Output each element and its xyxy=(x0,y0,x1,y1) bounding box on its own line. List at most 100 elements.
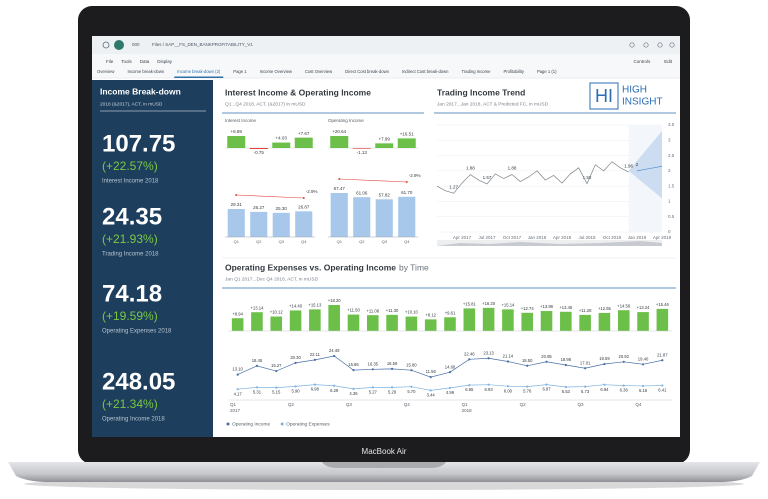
variance-bar xyxy=(656,308,669,331)
tab[interactable]: Page 1 xyxy=(233,69,247,74)
panel-subtitle: Q1...Q4 2018, ACT, (&2017) in mUSD xyxy=(225,101,306,107)
data-label: 21.14 xyxy=(503,354,514,359)
x-tick-label: Q2 xyxy=(256,239,262,244)
kpi-value: 248.05 xyxy=(102,368,175,395)
panel-title: Interest Income & Operating Income xyxy=(225,87,371,97)
user-icon[interactable] xyxy=(669,42,675,48)
data-label: 1.27 xyxy=(449,184,458,189)
point xyxy=(603,383,606,386)
point xyxy=(410,385,413,388)
point xyxy=(468,384,471,387)
x-tick-label: Q4 xyxy=(635,402,642,407)
data-label: +11.28 xyxy=(579,308,592,313)
point xyxy=(487,357,490,360)
variance-bar xyxy=(272,142,291,148)
base-notch xyxy=(322,462,446,468)
data-label: 22.46 xyxy=(464,351,475,356)
menu-item[interactable]: Tools xyxy=(121,59,132,64)
data-label: +16.51 xyxy=(400,132,414,137)
notify-icon[interactable] xyxy=(657,42,663,48)
variance-bar xyxy=(330,136,349,148)
active-tab-indicator xyxy=(174,76,224,78)
trend-dot xyxy=(405,181,408,183)
variance-bar xyxy=(424,319,437,331)
variance-bar xyxy=(482,307,495,331)
bar xyxy=(375,199,393,237)
menu-item[interactable]: Data xyxy=(140,59,150,64)
kpi-value: 74.18 xyxy=(102,280,162,307)
data-label: +18.20 xyxy=(328,298,342,303)
variance-bar xyxy=(227,136,246,148)
tab[interactable]: Income break-down xyxy=(127,69,164,74)
panel-title: Operating Expenses vs. Operating Income xyxy=(225,262,396,272)
point xyxy=(622,384,625,387)
range-navigator[interactable] xyxy=(437,240,662,246)
sidebar-subtitle: 2018 (&2017), ACT, in mUSD xyxy=(100,101,163,107)
point xyxy=(641,363,645,366)
variance-bar xyxy=(598,312,611,331)
variance-bar xyxy=(328,305,340,331)
tab[interactable]: Overview xyxy=(97,69,115,74)
variance-bar xyxy=(347,314,360,331)
point xyxy=(352,368,355,372)
point xyxy=(236,373,239,376)
data-label: +13.24 xyxy=(637,305,651,310)
shell-icons xyxy=(629,42,675,48)
x-tick-label: Apr 2017 xyxy=(453,235,472,240)
data-label: 6.16 xyxy=(639,388,648,393)
point xyxy=(545,360,548,363)
legend-entry: Operating Income xyxy=(232,421,270,427)
legend-swatch xyxy=(280,422,284,426)
data-label: 61.70 xyxy=(401,190,413,195)
settings-icon[interactable] xyxy=(643,42,649,48)
point xyxy=(294,385,297,388)
data-label: 24.49 xyxy=(329,348,340,353)
variance-bar xyxy=(617,310,630,331)
y-tick-label: 1.5 xyxy=(668,183,675,188)
x-tick-label: Jan 2019 xyxy=(628,235,647,240)
action-button[interactable]: Controls xyxy=(633,59,651,64)
data-label: 5.53 xyxy=(562,389,571,394)
data-label: +8.94 xyxy=(232,311,243,316)
tab[interactable]: Indirect Cost break-down xyxy=(402,69,449,74)
menu-item[interactable]: Display xyxy=(157,59,173,64)
x-tick-label: Q3 xyxy=(346,402,353,407)
point xyxy=(641,384,645,388)
data-label: 4.36 xyxy=(349,391,358,396)
data-label: 57.82 xyxy=(379,192,391,197)
search-icon[interactable] xyxy=(629,42,635,48)
y-tick-label: 3.5 xyxy=(668,122,675,127)
tab[interactable]: Trading Income xyxy=(462,69,492,74)
x-tick-label: Jul 2017 xyxy=(478,235,496,240)
data-label: 5.73 xyxy=(581,389,590,394)
point xyxy=(661,384,664,387)
data-label: +15.46 xyxy=(656,302,670,307)
menu-item[interactable]: File xyxy=(106,59,114,64)
tab[interactable]: Income break-down (2) xyxy=(177,69,221,74)
data-label: 21.87 xyxy=(657,352,668,357)
variance-bar xyxy=(231,318,244,331)
tab[interactable]: Profitability xyxy=(503,69,524,74)
tab[interactable]: Income Overview xyxy=(260,69,293,74)
data-label: 5.15 xyxy=(272,390,281,395)
data-label: +14.56 xyxy=(617,303,631,308)
data-label: 4.99 xyxy=(446,390,455,395)
data-label: 6.93 xyxy=(485,387,494,392)
data-label: 1.96 xyxy=(624,163,633,168)
sidebar xyxy=(92,80,213,437)
tab[interactable]: Page 1 (1) xyxy=(537,69,557,74)
data-label: +12.74 xyxy=(521,306,535,311)
data-label: 20.95 xyxy=(541,354,552,359)
action-button[interactable]: Edit xyxy=(664,59,673,64)
variance-bar xyxy=(502,309,514,331)
menu-icon[interactable] xyxy=(102,41,110,49)
tab[interactable]: Direct Cost break-down xyxy=(345,69,389,74)
kpi-change: (+21.34%) xyxy=(102,397,158,411)
data-label: 5.31 xyxy=(253,389,262,394)
point xyxy=(429,389,432,392)
tab[interactable]: Cost Overview xyxy=(305,69,333,74)
data-label: +10.10 xyxy=(405,310,419,315)
x-tick-label: Q3 xyxy=(382,239,388,244)
bar xyxy=(398,196,416,237)
trend-line xyxy=(236,194,304,199)
